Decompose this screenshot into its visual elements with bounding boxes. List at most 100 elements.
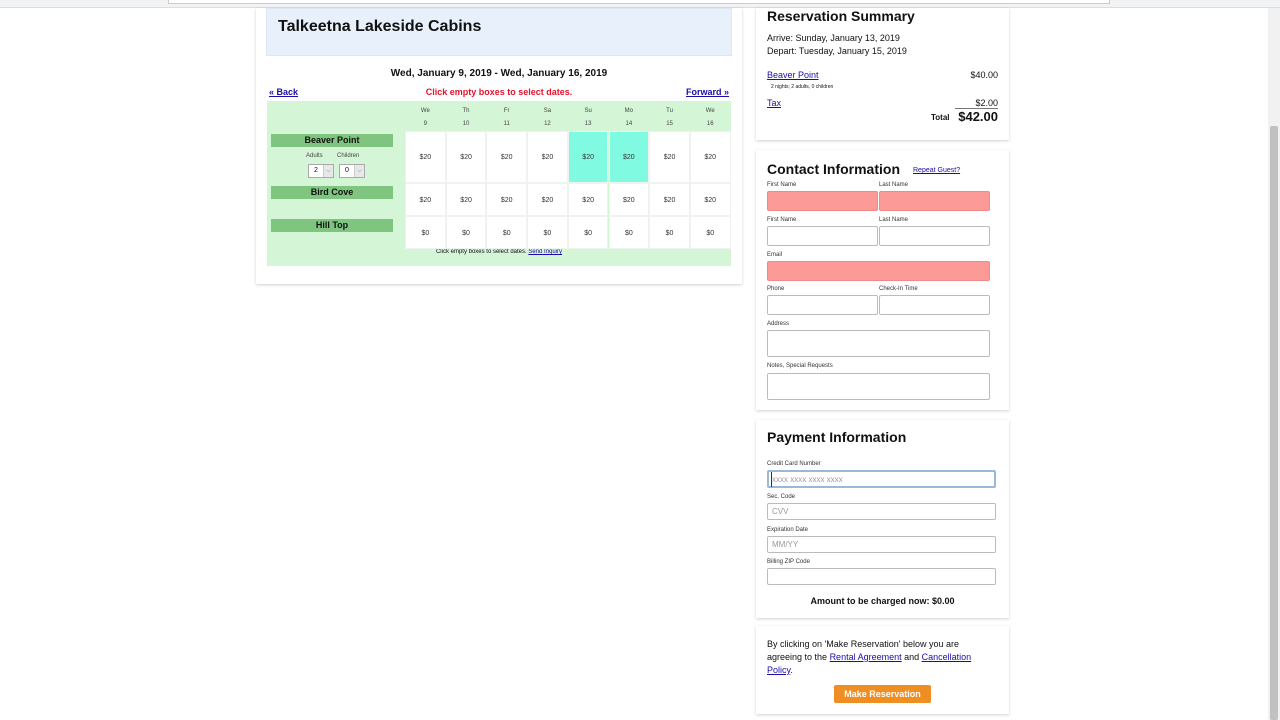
repeat-guest-link[interactable]: Repeat Guest? — [913, 167, 961, 174]
address-label: Address — [767, 321, 790, 327]
first-name-input[interactable] — [767, 191, 878, 211]
zip-input[interactable] — [767, 568, 996, 585]
date-cell[interactable]: $20 — [405, 131, 446, 183]
date-cell[interactable]: $0 — [486, 216, 528, 249]
day-header: We 9 — [405, 105, 446, 131]
date-cell[interactable]: $0 — [405, 216, 446, 249]
email-label: Email — [767, 252, 783, 258]
date-cell[interactable]: $20 — [649, 183, 690, 216]
day-number: 13 — [584, 121, 592, 127]
children-value: 0 — [345, 167, 349, 174]
date-cell[interactable]: $0 — [608, 216, 650, 249]
send-inquiry-link[interactable]: Send Inquiry — [528, 249, 563, 255]
chevron-down-icon: ⌵ — [354, 165, 364, 177]
date-cell[interactable]: $0 — [527, 216, 568, 249]
arrive-date: Arrive: Sunday, January 13, 2019 — [767, 33, 900, 43]
select-hint: Click empty boxes to select dates. — [425, 87, 573, 97]
date-cell[interactable]: $20 — [486, 183, 528, 216]
date-cell[interactable]: $20 — [567, 183, 609, 216]
date-cell[interactable]: $20 — [527, 183, 568, 216]
day-header: Tu 15 — [649, 105, 690, 131]
cancellation-policy-link[interactable]: Cancellation Policy — [767, 652, 972, 675]
last-name-label: Last Name — [879, 182, 909, 188]
date-cell[interactable]: $20 — [608, 183, 650, 216]
unit-label-beaver-point: Beaver Point — [271, 134, 393, 147]
date-cell[interactable]: $0 — [445, 216, 487, 249]
cc-label: Credit Card Number — [767, 461, 821, 467]
total-label: Total — [931, 113, 950, 122]
day-number: 10 — [462, 121, 470, 127]
sec-placeholder: CVV — [772, 507, 789, 516]
agreement-text: By clicking on 'Make Reservation' below … — [767, 638, 992, 677]
last-name-input-2[interactable] — [879, 226, 990, 246]
forward-link[interactable]: Forward » — [685, 87, 729, 97]
zip-label: Billing ZIP Code — [767, 559, 810, 565]
date-cell[interactable]: $20 — [405, 183, 446, 216]
agreement-and: and — [901, 652, 922, 662]
day-header: Fr 11 — [486, 105, 527, 131]
scrollbar-thumb[interactable] — [1270, 126, 1278, 720]
date-cell[interactable]: $20 — [689, 183, 731, 216]
last-name-input[interactable] — [879, 191, 990, 211]
property-header: Talkeetna Lakeside Cabins — [266, 8, 732, 56]
day-header: Th 10 — [446, 105, 487, 131]
date-cell[interactable]: $20 — [567, 131, 609, 183]
date-cell[interactable]: $20 — [527, 131, 568, 183]
contact-title: Contact Information — [767, 161, 900, 177]
summary-title: Reservation Summary — [767, 8, 915, 24]
rental-agreement-link[interactable]: Rental Agreement — [829, 652, 902, 662]
chevron-down-icon: ⌵ — [323, 165, 333, 177]
expiration-input[interactable]: MM/YY — [767, 536, 996, 553]
address-textarea[interactable] — [767, 330, 990, 357]
day-of-week: Th — [462, 108, 470, 114]
day-number: 15 — [666, 121, 673, 127]
date-cell[interactable]: $0 — [649, 216, 690, 249]
unit-label-bird-cove: Bird Cove — [271, 186, 393, 199]
phone-input[interactable] — [767, 295, 878, 315]
date-cell[interactable]: $20 — [608, 131, 650, 183]
availability-panel: Talkeetna Lakeside Cabins Wed, January 9… — [256, 8, 742, 284]
date-cell[interactable]: $0 — [689, 216, 731, 249]
notes-textarea[interactable] — [767, 373, 990, 400]
depart-date: Depart: Tuesday, January 15, 2019 — [767, 46, 907, 56]
day-number: 14 — [625, 121, 633, 127]
tax-link[interactable]: Tax — [767, 98, 782, 108]
property-name: Talkeetna Lakeside Cabins — [278, 18, 482, 35]
date-cell[interactable]: $20 — [445, 131, 487, 183]
day-header: Mo 14 — [609, 105, 650, 131]
day-number: 12 — [544, 121, 551, 127]
unit-link[interactable]: Beaver Point — [767, 70, 819, 80]
exp-label: Expiration Date — [767, 527, 809, 533]
charge-amount: Amount to be charged now: $0.00 — [810, 596, 955, 606]
address-bar[interactable] — [168, 0, 1110, 4]
notes-label: Notes, Special Requests — [767, 363, 833, 369]
day-of-week: Fr — [503, 108, 510, 114]
adults-value: 2 — [314, 167, 318, 174]
email-input[interactable] — [767, 261, 990, 281]
make-reservation-button[interactable]: Make Reservation — [834, 685, 931, 703]
children-select[interactable]: 0 ⌵ — [339, 164, 365, 178]
first-name-label-2: First Name — [767, 217, 797, 223]
back-link[interactable]: « Back — [269, 87, 299, 97]
date-cell[interactable]: $20 — [649, 131, 690, 183]
day-of-week: Tu — [666, 108, 673, 114]
date-cell[interactable]: $20 — [689, 131, 731, 183]
first-name-input-2[interactable] — [767, 226, 878, 246]
exp-placeholder: MM/YY — [772, 540, 799, 549]
children-label: Children — [337, 153, 360, 159]
footer-text: Click empty boxes to select dates. — [435, 249, 527, 255]
checkin-input[interactable] — [879, 295, 990, 315]
sec-code-input[interactable]: CVV — [767, 503, 996, 520]
date-cell[interactable]: $0 — [567, 216, 609, 249]
day-of-week: We — [705, 108, 715, 114]
credit-card-input[interactable]: xxxx xxxx xxxx xxxx — [767, 470, 996, 488]
unit-label-hill-top: Hill Top — [271, 219, 393, 232]
date-cell[interactable]: $20 — [445, 183, 487, 216]
payment-information: Payment Information Credit Card Number x… — [756, 420, 1009, 618]
date-cell[interactable]: $20 — [486, 131, 528, 183]
adults-select[interactable]: 2 ⌵ — [308, 164, 334, 178]
last-name-label-2: Last Name — [879, 217, 909, 223]
contact-information: Contact Information Repeat Guest? First … — [756, 150, 1009, 410]
agreement-panel: By clicking on 'Make Reservation' below … — [756, 626, 1009, 714]
payment-title: Payment Information — [767, 429, 907, 445]
